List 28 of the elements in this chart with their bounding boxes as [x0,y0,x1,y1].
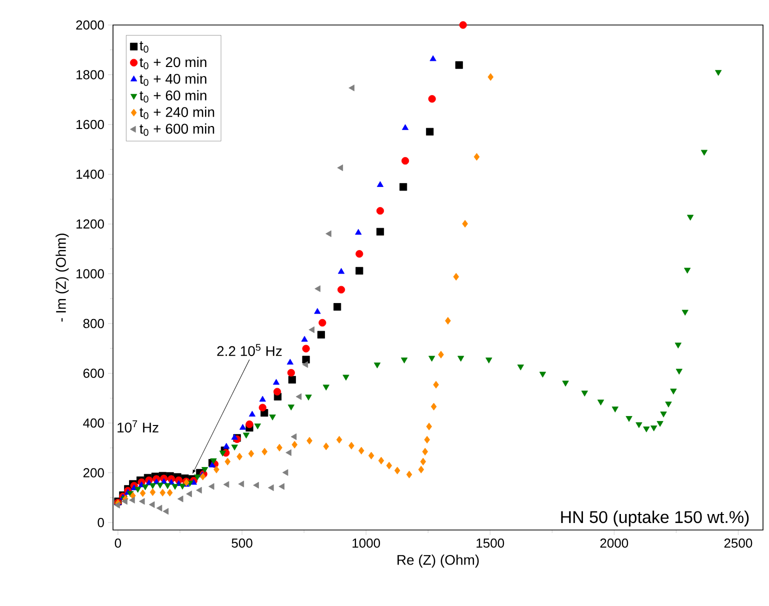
y-tick-label: 600 [83,368,104,378]
legend-label: t$_{0}$ [140,41,148,53]
annotation: 10$^{7}$ Hz [118,420,158,433]
y-tick-label: 1200 [76,219,104,229]
y-tick-label: 0 [98,518,104,528]
y-tick-label: 1000 [76,269,104,278]
y-tick-label: 1800 [76,70,104,80]
y-tick-label: 1600 [76,120,104,130]
legend-label: t$_{0}$ + 20 min [140,56,206,70]
legend-label: t$_{0}$ + 60 min [140,90,206,103]
legend-label: t$_{0}$ + 40 min [140,73,206,86]
legend-label: t$_{0}$ + 240 min [140,106,214,120]
y-axis-title: - Im (Z) (Ohm) [56,234,69,322]
x-tick-label: 0 [114,538,122,548]
x-axis-title: Re (Z) (Ohm) [398,554,479,568]
y-tick-label: 200 [83,468,104,478]
x-tick-label: 2500 [724,538,752,548]
x-tick-label: 1000 [352,538,380,548]
y-tick-label: 400 [83,418,104,428]
x-tick-label: 500 [232,538,252,548]
annotation: HN 50 (uptake 150 wt.%) [561,510,749,526]
x-tick-label: 1500 [476,538,504,548]
x-tick-label: 2000 [600,538,628,548]
y-tick-label: 2000 [76,20,104,30]
y-tick-label: 800 [83,318,104,328]
y-tick-label: 1400 [76,170,104,179]
annotation: 2.2 10$^{5}$ Hz [217,344,282,356]
legend-label: t$_{0}$ + 600 min [140,123,214,136]
